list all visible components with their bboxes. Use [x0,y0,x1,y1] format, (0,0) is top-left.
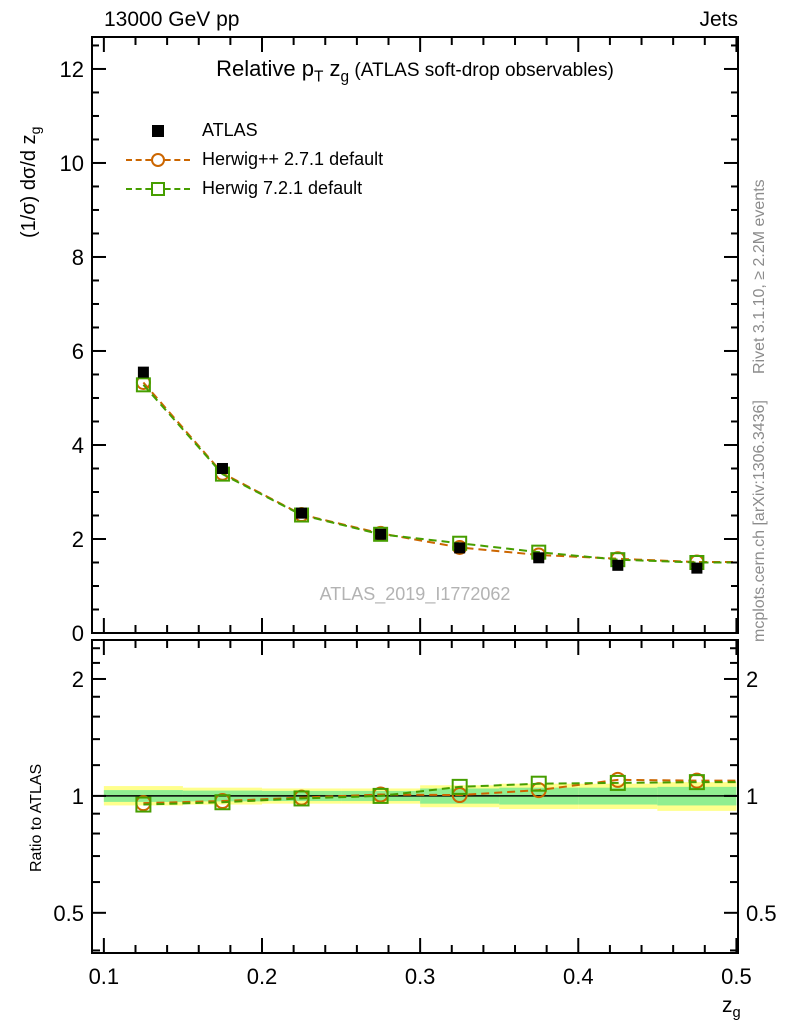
legend: ATLAS Herwig++ 2.7.1 default Herwig 7.2.… [126,116,383,203]
analysis-group-label: Jets [699,8,738,31]
svg-text:2: 2 [72,667,84,692]
svg-text:2: 2 [746,667,758,692]
legend-item-herwigpp: Herwig++ 2.7.1 default [126,145,383,174]
svg-text:0: 0 [72,621,84,646]
atlas-square-marker-icon [126,123,190,139]
title-sub2: g [340,68,350,86]
beam-energy-label: 13000 GeV pp [104,8,240,31]
legend-label-herwigpp: Herwig++ 2.7.1 default [202,149,384,169]
svg-text:0.4: 0.4 [563,964,594,989]
y-axis-label-ratio: Ratio to ATLAS [28,763,45,872]
title-part2: z [323,56,341,81]
svg-text:8: 8 [72,245,84,270]
svg-text:1: 1 [746,784,758,809]
svg-text:0.5: 0.5 [746,901,777,926]
svg-text:0.5: 0.5 [53,901,84,926]
svg-text:12: 12 [60,57,84,82]
svg-text:0.3: 0.3 [405,964,436,989]
svg-text:6: 6 [72,339,84,364]
svg-text:0.5: 0.5 [721,964,752,989]
plot-title: Relative pT zg (ATLAS soft-drop observab… [92,56,738,86]
title-sub1: T [314,68,324,86]
legend-item-herwig7: Herwig 7.2.1 default [126,174,383,203]
mcplots-reference-note: mcplots.cern.ch [arXiv:1306.3436] [751,400,768,642]
svg-text:0.1: 0.1 [89,964,120,989]
svg-text:4: 4 [72,433,84,458]
rivet-version-note: Rivet 3.1.10, ≥ 2.2M events [751,179,768,374]
svg-text:10: 10 [60,151,84,176]
y-axis-label-main: (1/σ) dσ/d zg [18,126,43,238]
svg-text:2: 2 [72,527,84,552]
legend-label-atlas: ATLAS [202,120,258,140]
title-part3: (ATLAS soft-drop observables) [349,60,614,81]
title-part1: Relative p [216,56,315,81]
legend-label-herwig7: Herwig 7.2.1 default [202,178,363,198]
svg-text:1: 1 [72,784,84,809]
legend-item-atlas: ATLAS [126,116,383,145]
svg-text:0.2: 0.2 [247,964,278,989]
herwig7-square-marker-icon [126,181,190,197]
x-axis-label: zg [722,994,741,1022]
herwigpp-circle-marker-icon [126,152,190,168]
analysis-id-watermark: ATLAS_2019_I1772062 [319,584,511,604]
